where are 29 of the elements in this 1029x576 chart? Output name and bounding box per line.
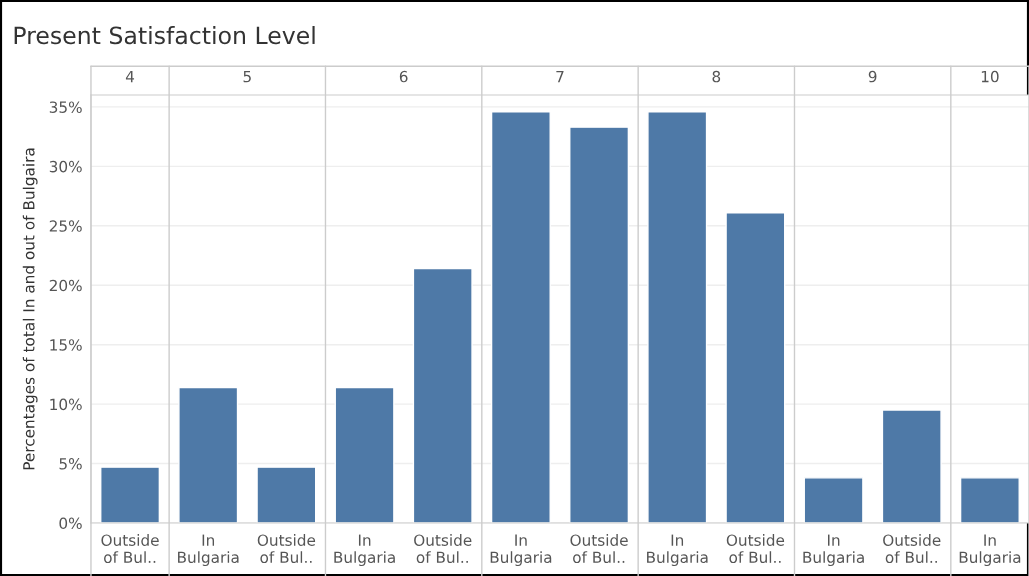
y-axis-title: Percentages of total In and out of Bulgaira [22,148,38,470]
y-tick-label: 10% [50,398,82,411]
text: Outside of Bul.. [883,534,941,564]
y-tick-label: 15% [50,339,82,351]
series-label: In Bulgaria [490,534,552,567]
x-tick-label: 9 [868,70,877,83]
y-tick-label: 20% [49,279,82,292]
text: In Bulgaria [334,534,395,567]
series-label: Outside of Bul.. [101,534,159,564]
chart-title: Present Satisfaction Level [14,26,315,45]
text: Outside of Bul.. [414,534,472,564]
text: In Bulgaria [647,534,708,567]
x-tick-label: 8 [712,70,721,83]
y-tick-label: 25% [49,220,82,232]
y-tick-label: 0% [59,517,82,530]
x-tick-label: 5 [243,71,251,83]
text: Outside of Bul.. [257,534,316,564]
x-tick-label: 7 [556,71,564,83]
text: In Bulgaria [803,534,864,567]
x-tick-label: 6 [399,70,408,83]
x-tick-label: 10 [981,70,999,83]
y-tick-label: 30% [49,160,82,173]
text: In Bulgaria [178,534,239,567]
text: Outside of Bul.. [726,534,785,564]
y-tick-label: 5% [59,458,82,470]
text: Outside of Bul.. [570,534,628,564]
y-tick-label: 35% [49,101,82,113]
x-tick-label: 4 [125,71,135,83]
text: In Bulgaria [959,534,1021,567]
